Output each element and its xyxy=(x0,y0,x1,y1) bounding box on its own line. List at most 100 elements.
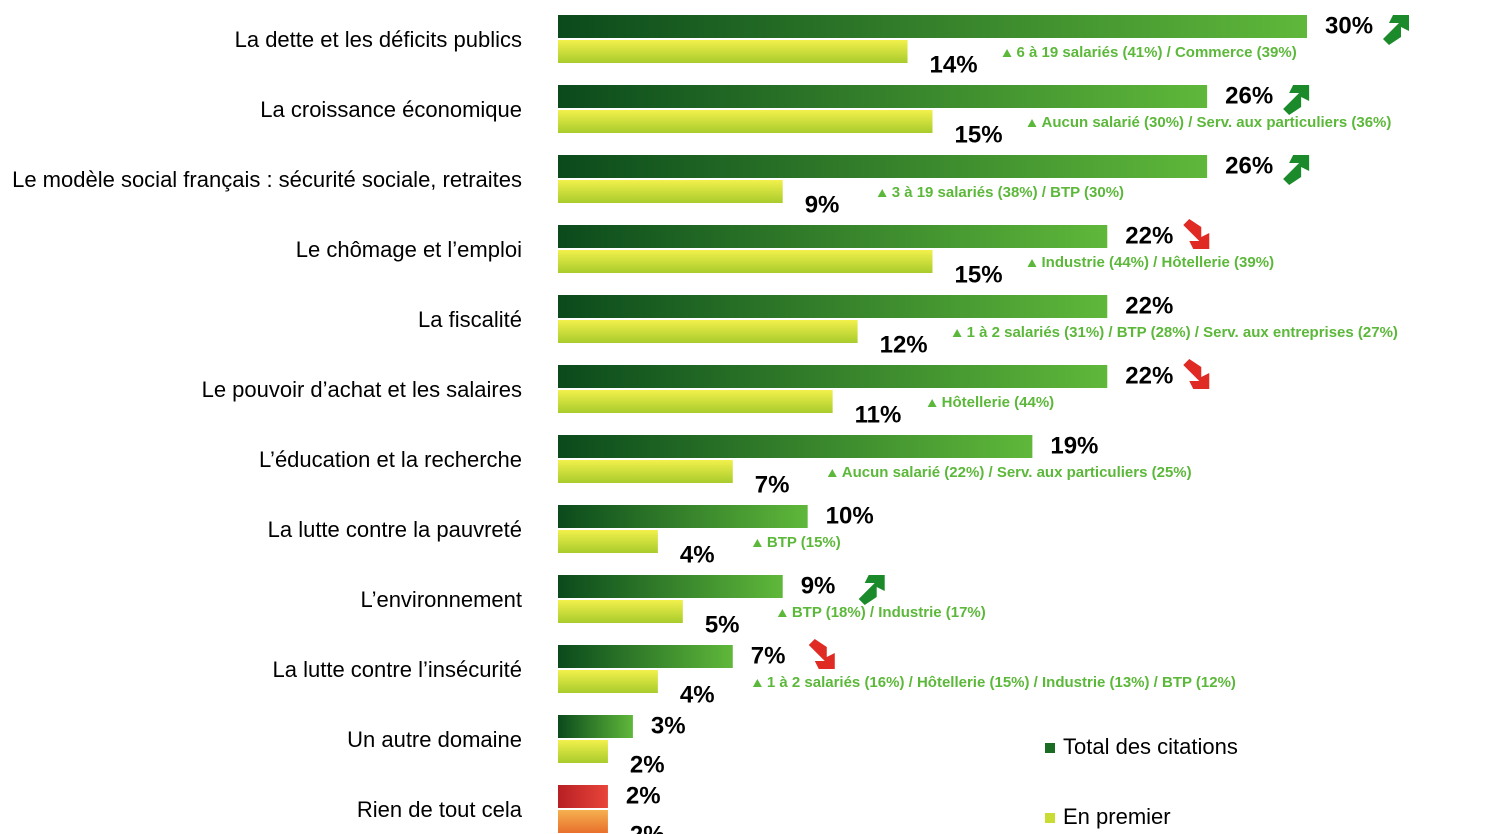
trend-arrow xyxy=(1283,85,1310,115)
annotation: 3 à 19 salariés (38%) / BTP (30%) xyxy=(892,184,1124,201)
category-label-box: La dette et les déficits publics xyxy=(234,27,522,52)
category-label-box: L’environnement xyxy=(360,587,522,612)
category-label-box: Le modèle social français : sécurité soc… xyxy=(12,167,522,192)
bar xyxy=(558,785,608,808)
annotation: 6 à 19 salariés (41%) / Commerce (39%) xyxy=(1017,44,1297,61)
bar xyxy=(558,85,1208,108)
bar xyxy=(558,435,1033,458)
category-label: Le pouvoir d’achat et les salaires xyxy=(201,377,522,402)
value-label: 4% xyxy=(680,681,715,708)
value-label: 2% xyxy=(630,821,665,834)
bar xyxy=(558,365,1108,388)
trend-arrow xyxy=(1383,15,1409,45)
bar xyxy=(558,460,733,483)
bar xyxy=(558,110,933,133)
value-label: 22% xyxy=(1125,222,1173,249)
value-label: 10% xyxy=(826,502,874,529)
category-label-box: L’éducation et la recherche xyxy=(259,447,522,472)
value-label: 2% xyxy=(630,751,665,778)
category-label-box: La lutte contre l’insécurité xyxy=(272,657,522,682)
annotation-marker xyxy=(827,469,837,477)
bar xyxy=(558,180,783,203)
value-label: 9% xyxy=(801,572,836,599)
bar xyxy=(558,390,833,413)
bar xyxy=(558,600,683,623)
bar xyxy=(558,15,1307,38)
bar xyxy=(558,250,933,273)
value-label: 26% xyxy=(1225,152,1273,179)
annotation-marker xyxy=(1002,49,1012,57)
category-label: La lutte contre l’insécurité xyxy=(272,657,522,682)
category-label-box: La lutte contre la pauvreté xyxy=(267,517,522,542)
annotation-marker xyxy=(752,539,762,547)
annotation: Aucun salarié (30%) / Serv. aux particul… xyxy=(1042,114,1392,131)
category-label: La fiscalité xyxy=(418,307,522,332)
bar xyxy=(558,225,1108,248)
trend-arrow xyxy=(1183,219,1210,249)
category-label: L’éducation et la recherche xyxy=(259,447,522,472)
legend-swatch xyxy=(1045,813,1055,823)
bar xyxy=(558,295,1108,318)
category-label: Le modèle social français : sécurité soc… xyxy=(12,167,522,192)
category-label: La croissance économique xyxy=(260,97,522,122)
annotation-marker xyxy=(927,399,937,407)
value-label: 19% xyxy=(1050,432,1098,459)
value-label: 5% xyxy=(705,611,740,638)
category-label: Rien de tout cela xyxy=(356,797,522,822)
value-label: 11% xyxy=(855,401,902,428)
category-label-box: La croissance économique xyxy=(260,97,522,122)
trend-arrow xyxy=(1283,155,1310,185)
legend-label: En premier xyxy=(1063,804,1171,829)
category-label-box: Un autre domaine xyxy=(347,727,522,752)
category-label-box: La fiscalité xyxy=(418,307,522,332)
annotation: Aucun salarié (22%) / Serv. aux particul… xyxy=(842,464,1192,481)
category-label-box: Le chômage et l’emploi xyxy=(296,237,522,262)
annotation-marker xyxy=(877,189,887,197)
bar xyxy=(558,670,658,693)
category-label: La dette et les déficits publics xyxy=(234,27,522,52)
bar xyxy=(558,505,808,528)
bar xyxy=(558,740,608,763)
bar xyxy=(558,40,908,63)
value-label: 15% xyxy=(955,261,1003,288)
bar xyxy=(558,155,1208,178)
annotation: BTP (15%) xyxy=(767,534,841,551)
annotation-marker xyxy=(1027,259,1037,267)
trend-arrow xyxy=(858,575,885,605)
trend-arrow xyxy=(808,639,835,669)
category-label: La lutte contre la pauvreté xyxy=(267,517,522,542)
annotation-marker xyxy=(952,329,962,337)
category-label-box: Le pouvoir d’achat et les salaires xyxy=(201,377,522,402)
category-label-box: Rien de tout cela xyxy=(356,797,522,822)
bar xyxy=(558,715,633,738)
category-label: L’environnement xyxy=(360,587,522,612)
value-label: 12% xyxy=(880,331,928,358)
bar xyxy=(558,320,858,343)
trend-arrow xyxy=(1183,359,1210,389)
value-label: 15% xyxy=(955,121,1003,148)
value-label: 22% xyxy=(1125,362,1173,389)
bar xyxy=(558,810,608,833)
annotation-marker xyxy=(1027,119,1037,127)
value-label: 2% xyxy=(626,782,661,809)
annotation: 1 à 2 salariés (16%) / Hôtellerie (15%) … xyxy=(767,674,1236,691)
annotation: Industrie (44%) / Hôtellerie (39%) xyxy=(1042,254,1275,271)
bar xyxy=(558,530,658,553)
bar xyxy=(558,645,733,668)
value-label: 26% xyxy=(1225,82,1273,109)
annotation-marker xyxy=(777,609,787,617)
value-label: 7% xyxy=(755,471,790,498)
value-label: 22% xyxy=(1125,292,1173,319)
bar xyxy=(558,575,783,598)
annotation: Hôtellerie (44%) xyxy=(942,394,1055,411)
annotation: BTP (18%) / Industrie (17%) xyxy=(792,604,986,621)
value-label: 14% xyxy=(930,51,978,78)
value-label: 4% xyxy=(680,541,715,568)
value-label: 30% xyxy=(1325,12,1373,39)
value-label: 9% xyxy=(805,191,840,218)
annotation-marker xyxy=(752,679,762,687)
annotation: 1 à 2 salariés (31%) / BTP (28%) / Serv.… xyxy=(967,324,1398,341)
legend-label: Total des citations xyxy=(1063,734,1238,759)
value-label: 3% xyxy=(651,712,686,739)
